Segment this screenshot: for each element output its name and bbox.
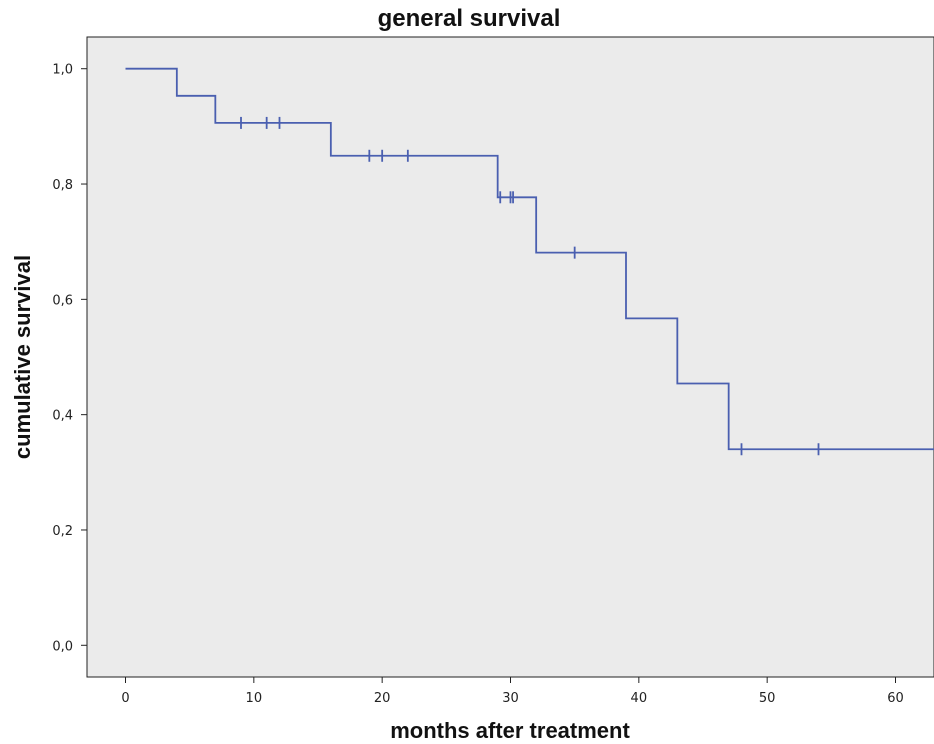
y-tick-label: 0,0 bbox=[52, 639, 73, 654]
y-axis-label: cumulative survival bbox=[10, 255, 35, 459]
plot-area bbox=[86, 36, 934, 678]
y-axis: 0,0 0,2 0,4 0,6 0,8 1,0 bbox=[52, 63, 87, 654]
x-tick-label: 30 bbox=[502, 691, 519, 706]
y-tick-label: 0,2 bbox=[52, 524, 73, 539]
x-tick-label: 60 bbox=[887, 691, 904, 706]
x-axis: 0 10 20 30 40 50 60 bbox=[121, 677, 904, 706]
x-tick-label: 20 bbox=[374, 691, 391, 706]
x-axis-label: months after treatment bbox=[390, 718, 630, 743]
y-tick-label: 0,8 bbox=[52, 178, 73, 193]
y-tick-label: 1,0 bbox=[52, 63, 73, 78]
y-tick-label: 0,4 bbox=[52, 409, 73, 424]
x-tick-label: 10 bbox=[246, 691, 263, 706]
x-tick-label: 0 bbox=[121, 691, 129, 706]
censor-marks bbox=[240, 116, 820, 456]
chart-title: general survival bbox=[378, 5, 561, 32]
x-tick-label: 50 bbox=[759, 691, 776, 706]
survival-step-line bbox=[125, 67, 934, 451]
x-tick-label: 40 bbox=[631, 691, 648, 706]
y-tick-label: 0,6 bbox=[52, 293, 73, 308]
